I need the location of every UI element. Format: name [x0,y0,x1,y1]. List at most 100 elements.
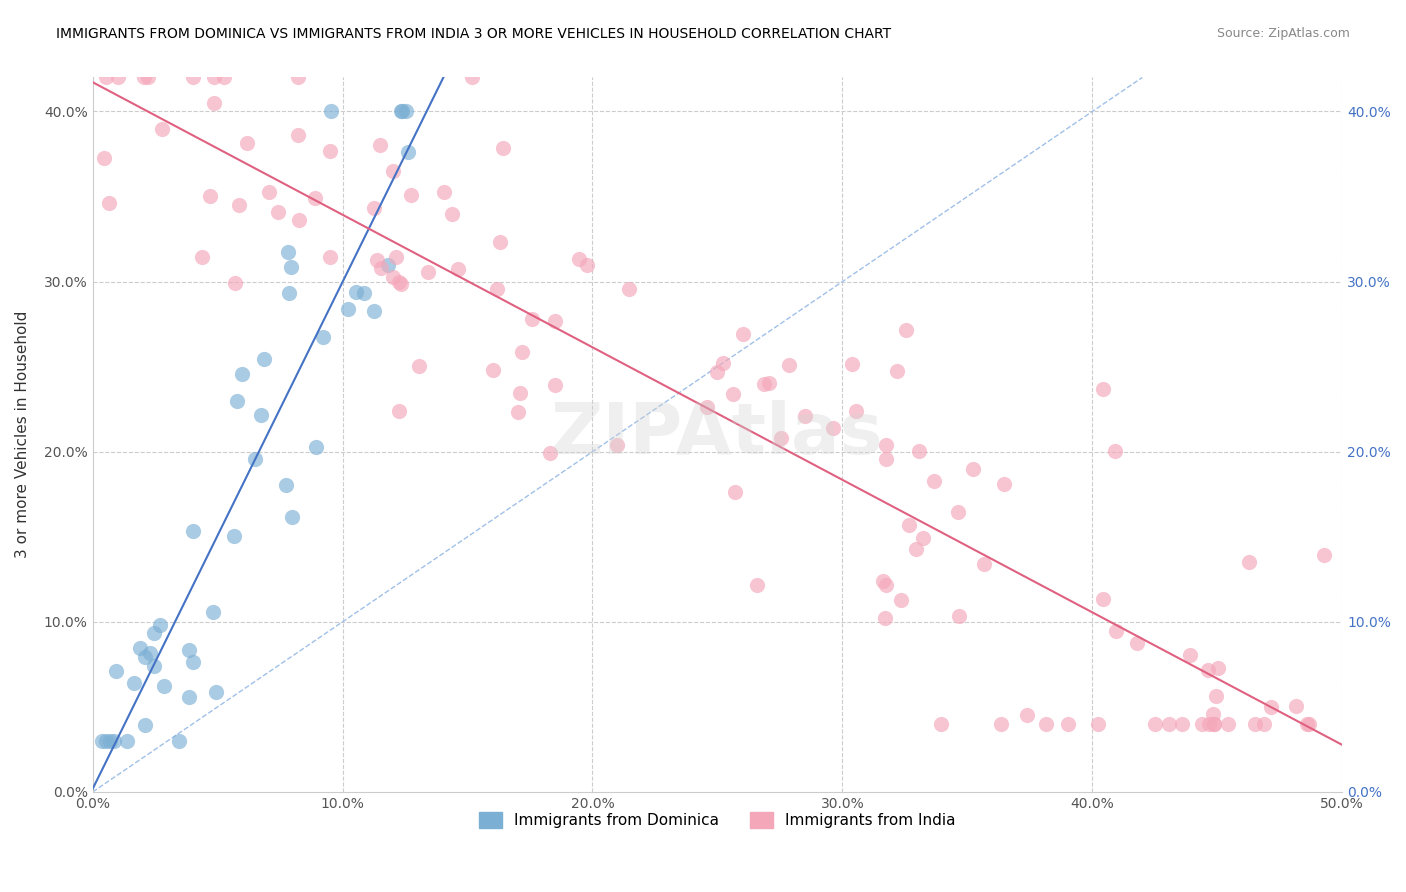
Point [277,245,299,260]
Point [202,96,225,111]
Point [183,70,205,85]
Point [990,717,1012,731]
Point [124,676,146,690]
Point [96,734,118,748]
Point [1015,708,1038,723]
Point [1260,700,1282,714]
Point [433,185,456,199]
Point [152,679,174,693]
Point [134,717,156,731]
Point [491,141,513,155]
Point [177,690,200,704]
Point [224,276,246,290]
Point [1092,382,1115,396]
Point [1126,636,1149,650]
Point [143,626,166,640]
Point [568,252,591,267]
Point [132,70,155,85]
Point [1191,717,1213,731]
Point [408,359,430,373]
Y-axis label: 3 or more Vehicles in Household: 3 or more Vehicles in Household [15,311,30,558]
Point [1198,717,1220,731]
Point [758,376,780,391]
Point [224,529,246,543]
Point [1202,706,1225,721]
Point [544,378,567,392]
Point [389,104,412,119]
Point [724,485,747,500]
Point [1091,591,1114,606]
Point [319,145,342,159]
Point [231,367,253,381]
Point [973,557,995,571]
Point [228,198,250,212]
Point [745,578,768,592]
Point [148,618,170,632]
Point [250,408,273,422]
Text: Source: ZipAtlas.com: Source: ZipAtlas.com [1216,27,1350,40]
Point [243,452,266,467]
Point [257,186,280,200]
Point [823,421,845,435]
Point [896,323,918,337]
Point [1313,548,1336,562]
Point [1205,690,1227,704]
Point [1216,717,1239,731]
Point [606,438,628,452]
Point [506,405,529,419]
Point [388,404,411,418]
Point [226,394,249,409]
Point [337,301,360,316]
Point [167,734,190,748]
Point [150,121,173,136]
Point [769,431,792,445]
Point [1208,661,1230,675]
Point [441,207,464,221]
Point [946,505,969,519]
Point [1298,717,1320,731]
Point [1087,717,1109,731]
Point [794,409,817,423]
Point [267,205,290,219]
Point [1243,717,1265,731]
Point [1197,664,1219,678]
Point [115,734,138,748]
Point [1171,717,1194,731]
Point [1284,699,1306,714]
Point [191,250,214,264]
Point [98,196,121,211]
Point [139,647,162,661]
Point [538,446,561,460]
Point [948,609,970,624]
Point [202,70,225,85]
Point [202,605,225,619]
Point [1157,717,1180,731]
Point [1104,444,1126,458]
Point [312,330,335,344]
Point [287,70,309,85]
Point [205,685,228,699]
Point [875,578,897,592]
Point [353,285,375,300]
Point [711,356,734,370]
Point [253,352,276,367]
Point [344,285,367,299]
Point [288,212,311,227]
Point [396,145,419,159]
Point [368,138,391,153]
Point [872,574,894,588]
Point [908,444,931,458]
Point [370,260,392,275]
Point [103,734,125,748]
Point [381,164,404,178]
Point [845,404,868,418]
Point [236,136,259,150]
Point [522,312,544,326]
Point [198,188,221,202]
Point [129,641,152,656]
Point [1105,624,1128,638]
Point [482,363,505,377]
Point [1237,555,1260,569]
Point [134,649,156,664]
Text: IMMIGRANTS FROM DOMINICA VS IMMIGRANTS FROM INDIA 3 OR MORE VEHICLES IN HOUSEHOL: IMMIGRANTS FROM DOMINICA VS IMMIGRANTS F… [56,27,891,41]
